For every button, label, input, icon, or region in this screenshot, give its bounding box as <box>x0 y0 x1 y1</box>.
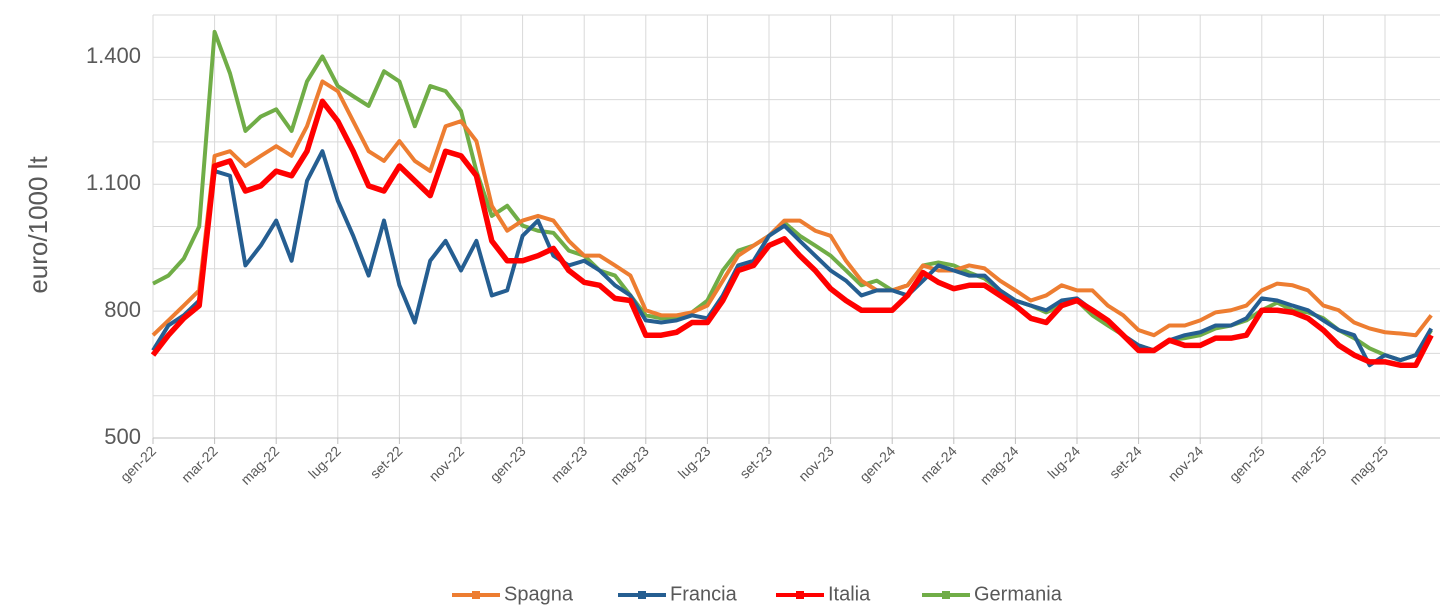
x-tick-label: gen-22 <box>117 443 159 485</box>
x-tick-label: gen-23 <box>487 443 529 485</box>
x-tick-label: nov-24 <box>1165 443 1207 485</box>
y-tick-label: 1.400 <box>86 43 141 68</box>
x-tick-label: nov-23 <box>795 443 837 485</box>
x-tick-label: lug-22 <box>305 443 344 482</box>
legend-label: Francia <box>670 583 738 605</box>
y-tick-label: 500 <box>104 424 141 449</box>
legend-label: Italia <box>828 583 871 605</box>
series-line <box>152 29 1433 363</box>
x-tick-label: mar-24 <box>917 443 960 486</box>
legend-label: Spagna <box>504 583 574 605</box>
x-tick-label: mag-24 <box>977 443 1022 488</box>
series-line <box>150 98 1434 368</box>
x-tick-label: lug-24 <box>1044 443 1083 482</box>
x-tick-label: mar-22 <box>178 443 221 486</box>
x-tick-label: mar-23 <box>548 443 591 486</box>
y-axis-label: euro/1000 lt <box>23 156 53 294</box>
x-tick-label: mag-23 <box>607 443 652 488</box>
x-tick-label: gen-24 <box>856 443 898 485</box>
series-line <box>151 149 1433 368</box>
y-tick-label: 1.100 <box>86 170 141 195</box>
x-tick-label: mag-22 <box>237 443 282 488</box>
legend-label: Germania <box>974 583 1063 605</box>
x-tick-label: lug-23 <box>675 443 714 482</box>
series-line <box>151 79 1433 338</box>
legend-marker <box>942 591 950 599</box>
legend-marker <box>796 591 804 599</box>
x-tick-label: set-24 <box>1106 443 1145 482</box>
legend-marker <box>472 591 480 599</box>
x-tick-label: set-22 <box>367 443 406 482</box>
x-tick-label: set-23 <box>736 443 775 482</box>
x-tick-label: nov-22 <box>426 443 468 485</box>
x-tick-label: mag-25 <box>1346 443 1391 488</box>
y-tick-label: 800 <box>104 297 141 322</box>
x-tick-label: mar-25 <box>1287 443 1330 486</box>
x-tick-label: gen-25 <box>1226 443 1268 485</box>
legend-marker <box>638 591 646 599</box>
